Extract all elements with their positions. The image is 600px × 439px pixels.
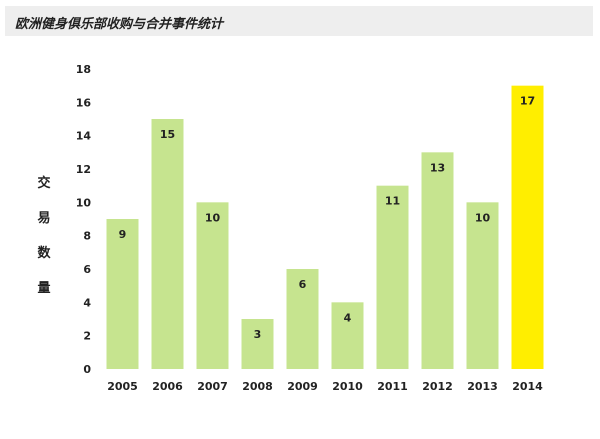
y-tick-label: 6 [83, 263, 91, 276]
x-tick-label: 2013 [467, 380, 498, 393]
chart-title: 欧洲健身俱乐部收购与合并事件统计 [15, 17, 224, 32]
x-tick-label: 2007 [197, 380, 228, 393]
bar [466, 202, 499, 369]
y-tick-label: 14 [76, 130, 92, 143]
x-tick-label: 2006 [152, 380, 183, 393]
bar [421, 152, 454, 369]
title-bar: 欧洲健身俱乐部收购与合并事件统计 [5, 6, 593, 36]
bar [331, 302, 364, 369]
bar [241, 319, 274, 369]
x-tick-label: 2014 [512, 380, 543, 393]
bar [376, 185, 409, 369]
data-label: 17 [520, 95, 535, 108]
y-tick-label: 0 [83, 363, 91, 376]
x-tick-label: 2011 [377, 380, 408, 393]
bar [151, 119, 184, 369]
x-tick-label: 2008 [242, 380, 273, 393]
x-tick-label: 2009 [287, 380, 318, 393]
data-label: 10 [205, 211, 221, 224]
x-tick-label: 2012 [422, 380, 453, 393]
y-axis-label-char: 数 [37, 246, 51, 261]
y-axis-ticks: 0 2 4 6 8 10 12 14 16 18 [76, 63, 92, 376]
y-tick-label: 10 [76, 196, 92, 209]
y-tick-label: 18 [76, 63, 91, 76]
y-axis-label-char: 易 [37, 211, 51, 226]
y-tick-label: 2 [83, 330, 91, 343]
data-label: 9 [119, 228, 127, 241]
x-tick-label: 2005 [107, 380, 138, 393]
y-axis-label: 交 易 数 量 [36, 166, 52, 306]
y-axis-label-char: 交 [37, 176, 51, 191]
y-tick-label: 12 [76, 163, 91, 176]
y-axis-label-char: 量 [37, 281, 51, 296]
y-tick-label: 8 [83, 230, 91, 243]
x-axis-ticks: 2005 2006 2007 2008 2009 2010 2011 2012 2013 2014 [107, 380, 543, 393]
x-tick-label: 2010 [332, 380, 363, 393]
data-label: 6 [299, 278, 307, 291]
bar [511, 85, 544, 370]
data-label: 13 [430, 161, 445, 174]
data-label: 3 [254, 328, 262, 341]
bars [106, 85, 544, 370]
bar [106, 219, 139, 369]
data-label: 11 [385, 195, 400, 208]
y-tick-label: 4 [83, 296, 91, 309]
data-label: 4 [344, 311, 352, 324]
y-tick-label: 16 [76, 96, 92, 109]
data-label: 15 [160, 128, 175, 141]
bar [196, 202, 229, 369]
data-labels: 9 15 10 3 6 4 11 13 10 17 [119, 95, 535, 341]
data-label: 10 [475, 211, 491, 224]
bar [286, 269, 319, 369]
